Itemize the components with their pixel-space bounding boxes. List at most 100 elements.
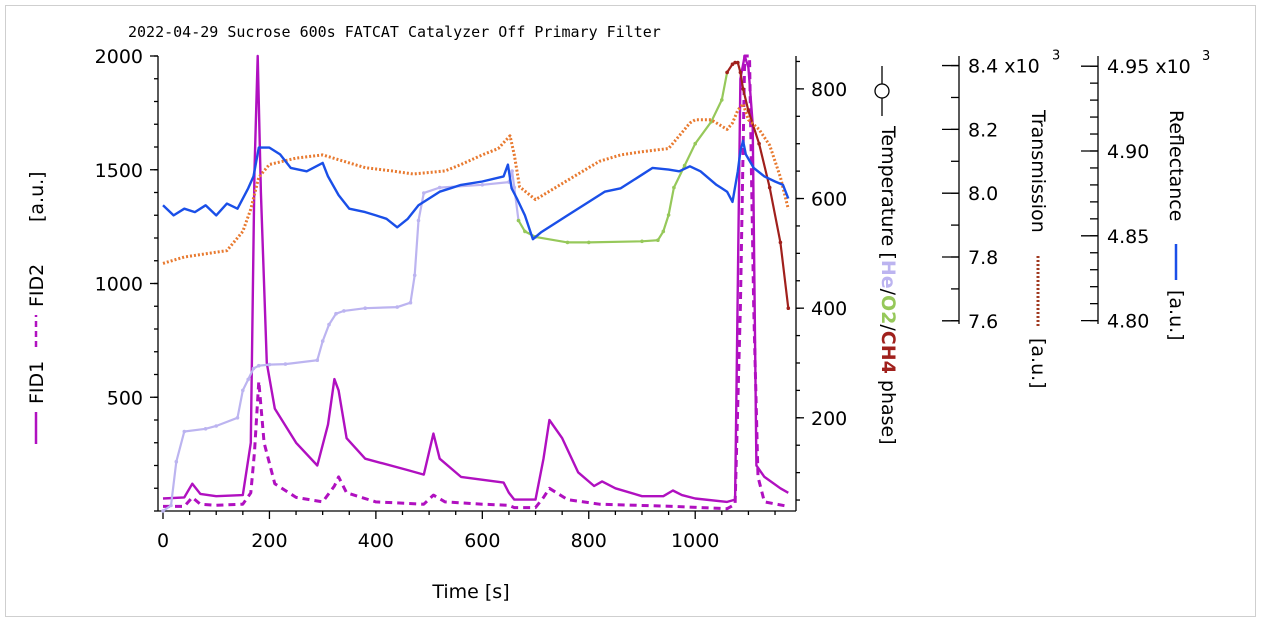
fid2-axis-label: FID2 [26, 264, 48, 307]
x-tick-label-3: 600 [464, 530, 500, 552]
reflectance-tick-label-2: 4.90 [1107, 141, 1149, 163]
series-temperature-point [342, 309, 346, 313]
phase-o2-label: O2 [877, 295, 899, 324]
reflectance-tick-label-0: 4.80 [1107, 311, 1149, 333]
x-tick-label-1: 200 [251, 530, 287, 552]
series-temperature-point [334, 311, 338, 316]
transmission-tick-label-4: 8.4 x10 [968, 56, 1040, 78]
series-temperature-point [363, 306, 368, 311]
series-group [161, 54, 791, 513]
temperature-axis-label: Temperature [He/O2/CH4 phase] [877, 125, 899, 445]
series-temperature-point [169, 503, 173, 508]
temperature-tick-label-3: 800 [811, 79, 847, 101]
series-reflectance-line [162, 139, 790, 241]
temperature-tick-label-2: 600 [811, 189, 847, 211]
series-temperature-point [786, 306, 791, 311]
reflectance-axis-label: Reflectance [a.u.] [1165, 110, 1187, 341]
left-axis-label: FID1 FID2 [a.u.] [26, 171, 48, 444]
chart-frame: 2022-04-29 Sucrose 600s FATCAT Catalyzer… [5, 5, 1256, 617]
series-temperature-point [661, 229, 666, 234]
series-temperature-point [510, 169, 514, 173]
series-temperature-point [408, 300, 413, 305]
transmission-tick-label-1: 7.8 [968, 247, 998, 269]
series-temperature-point [251, 366, 256, 371]
series-temperature-point [416, 218, 421, 223]
series-temperature-point [257, 363, 261, 368]
transmission-tick-label-3: 8.2 [968, 119, 998, 141]
reflectance-exponent: 3 [1202, 49, 1210, 64]
series-transmission-line [162, 102, 790, 265]
x-tick-label-2: 400 [358, 530, 394, 552]
series-temperature-point [512, 185, 517, 190]
temperature-label-text: Temperature [He/O2/CH4 phase] [877, 125, 899, 445]
tick-group: 0 200 400 600 800 1000 500 1000 1500 2000 200 400 60… [95, 46, 1211, 552]
transmission-exponent: 3 [1052, 49, 1060, 64]
series-temperature-point [320, 339, 325, 343]
series-temperature-point [315, 358, 320, 363]
series-temperature-point [214, 424, 218, 428]
transmission-tick-label-2: 8.0 [968, 183, 998, 205]
left-axis-unit: [a.u.] [26, 171, 48, 222]
series-temperature-point [672, 185, 676, 190]
series-temperature-point [741, 87, 745, 91]
series-temperature-point [516, 218, 521, 223]
series-temperature-point [587, 240, 591, 245]
chart-svg: 2022-04-29 Sucrose 600s FATCAT Catalyzer… [26, 23, 1211, 603]
temperature-label-end: phase] [877, 374, 899, 445]
series-temperature-point [182, 429, 187, 434]
temperature-legend-circle [874, 83, 890, 99]
series-temperature-point [693, 141, 697, 146]
series-temperature-point [656, 238, 660, 242]
series-temperature-o2-line [517, 72, 729, 244]
left-tick-label-1: 1000 [95, 274, 143, 296]
series-temperature-point [682, 163, 687, 168]
series-temperature-point [720, 98, 724, 102]
series-temperature-point [203, 427, 208, 431]
series-temperature-point [437, 185, 442, 190]
series-temperature-point [767, 185, 772, 190]
chart-title: 2022-04-29 Sucrose 600s FATCAT Catalyzer… [128, 23, 661, 41]
series-temperature-point [241, 388, 245, 393]
temperature-label-main: Temperature [ [877, 125, 899, 260]
transmission-tick-label-0: 7.6 [968, 311, 998, 333]
series-temperature-point [412, 273, 417, 278]
fid1-axis-label: FID1 [26, 361, 48, 404]
series-temperature-point [746, 109, 751, 113]
transmission-axis-label: Transmission [a.u.] [1027, 109, 1049, 389]
left-tick-label-0: 500 [107, 387, 143, 409]
reflectance-tick-label-3: 4.95 x10 [1107, 56, 1191, 78]
temperature-legend-marker [874, 66, 890, 116]
series-temperature-point [327, 322, 331, 327]
series-temperature-point [725, 70, 729, 75]
x-tick-label-4: 800 [571, 530, 607, 552]
left-tick-label-2: 1500 [95, 160, 143, 182]
reflectance-tick-label-1: 4.85 [1107, 226, 1149, 248]
series-temperature-point [666, 213, 671, 217]
x-tick-label-5: 1000 [671, 530, 719, 552]
series-temperature-point [523, 229, 527, 234]
series-temperature-point [422, 191, 426, 195]
series-temperature-point [736, 60, 740, 65]
phase-he-label: He [877, 260, 899, 289]
series-temperature-point [161, 509, 165, 513]
reflectance-label-text: Reflectance [1165, 110, 1187, 221]
series-temperature-he-line [162, 170, 520, 512]
series-temperature-point [283, 362, 288, 366]
series-temperature-point [174, 459, 179, 464]
transmission-unit: [a.u.] [1027, 338, 1049, 389]
series-temperature-point [480, 183, 485, 187]
series-temperature-point [733, 60, 737, 65]
series-temperature-point [778, 240, 783, 245]
series-temperature-point [757, 141, 761, 146]
series-temperature-point [640, 239, 644, 244]
transmission-label-text: Transmission [1027, 109, 1049, 233]
series-temperature-point [235, 416, 240, 420]
phase-slash-1: / [877, 289, 899, 296]
x-axis-label: Time [s] [431, 581, 509, 603]
phase-ch4-label: CH4 [877, 331, 899, 374]
series-temperature-point [738, 70, 743, 75]
reflectance-unit: [a.u.] [1165, 290, 1187, 341]
series-temperature-point [267, 362, 272, 367]
series-temperature-point [730, 62, 735, 66]
left-tick-label-3: 2000 [95, 46, 143, 68]
